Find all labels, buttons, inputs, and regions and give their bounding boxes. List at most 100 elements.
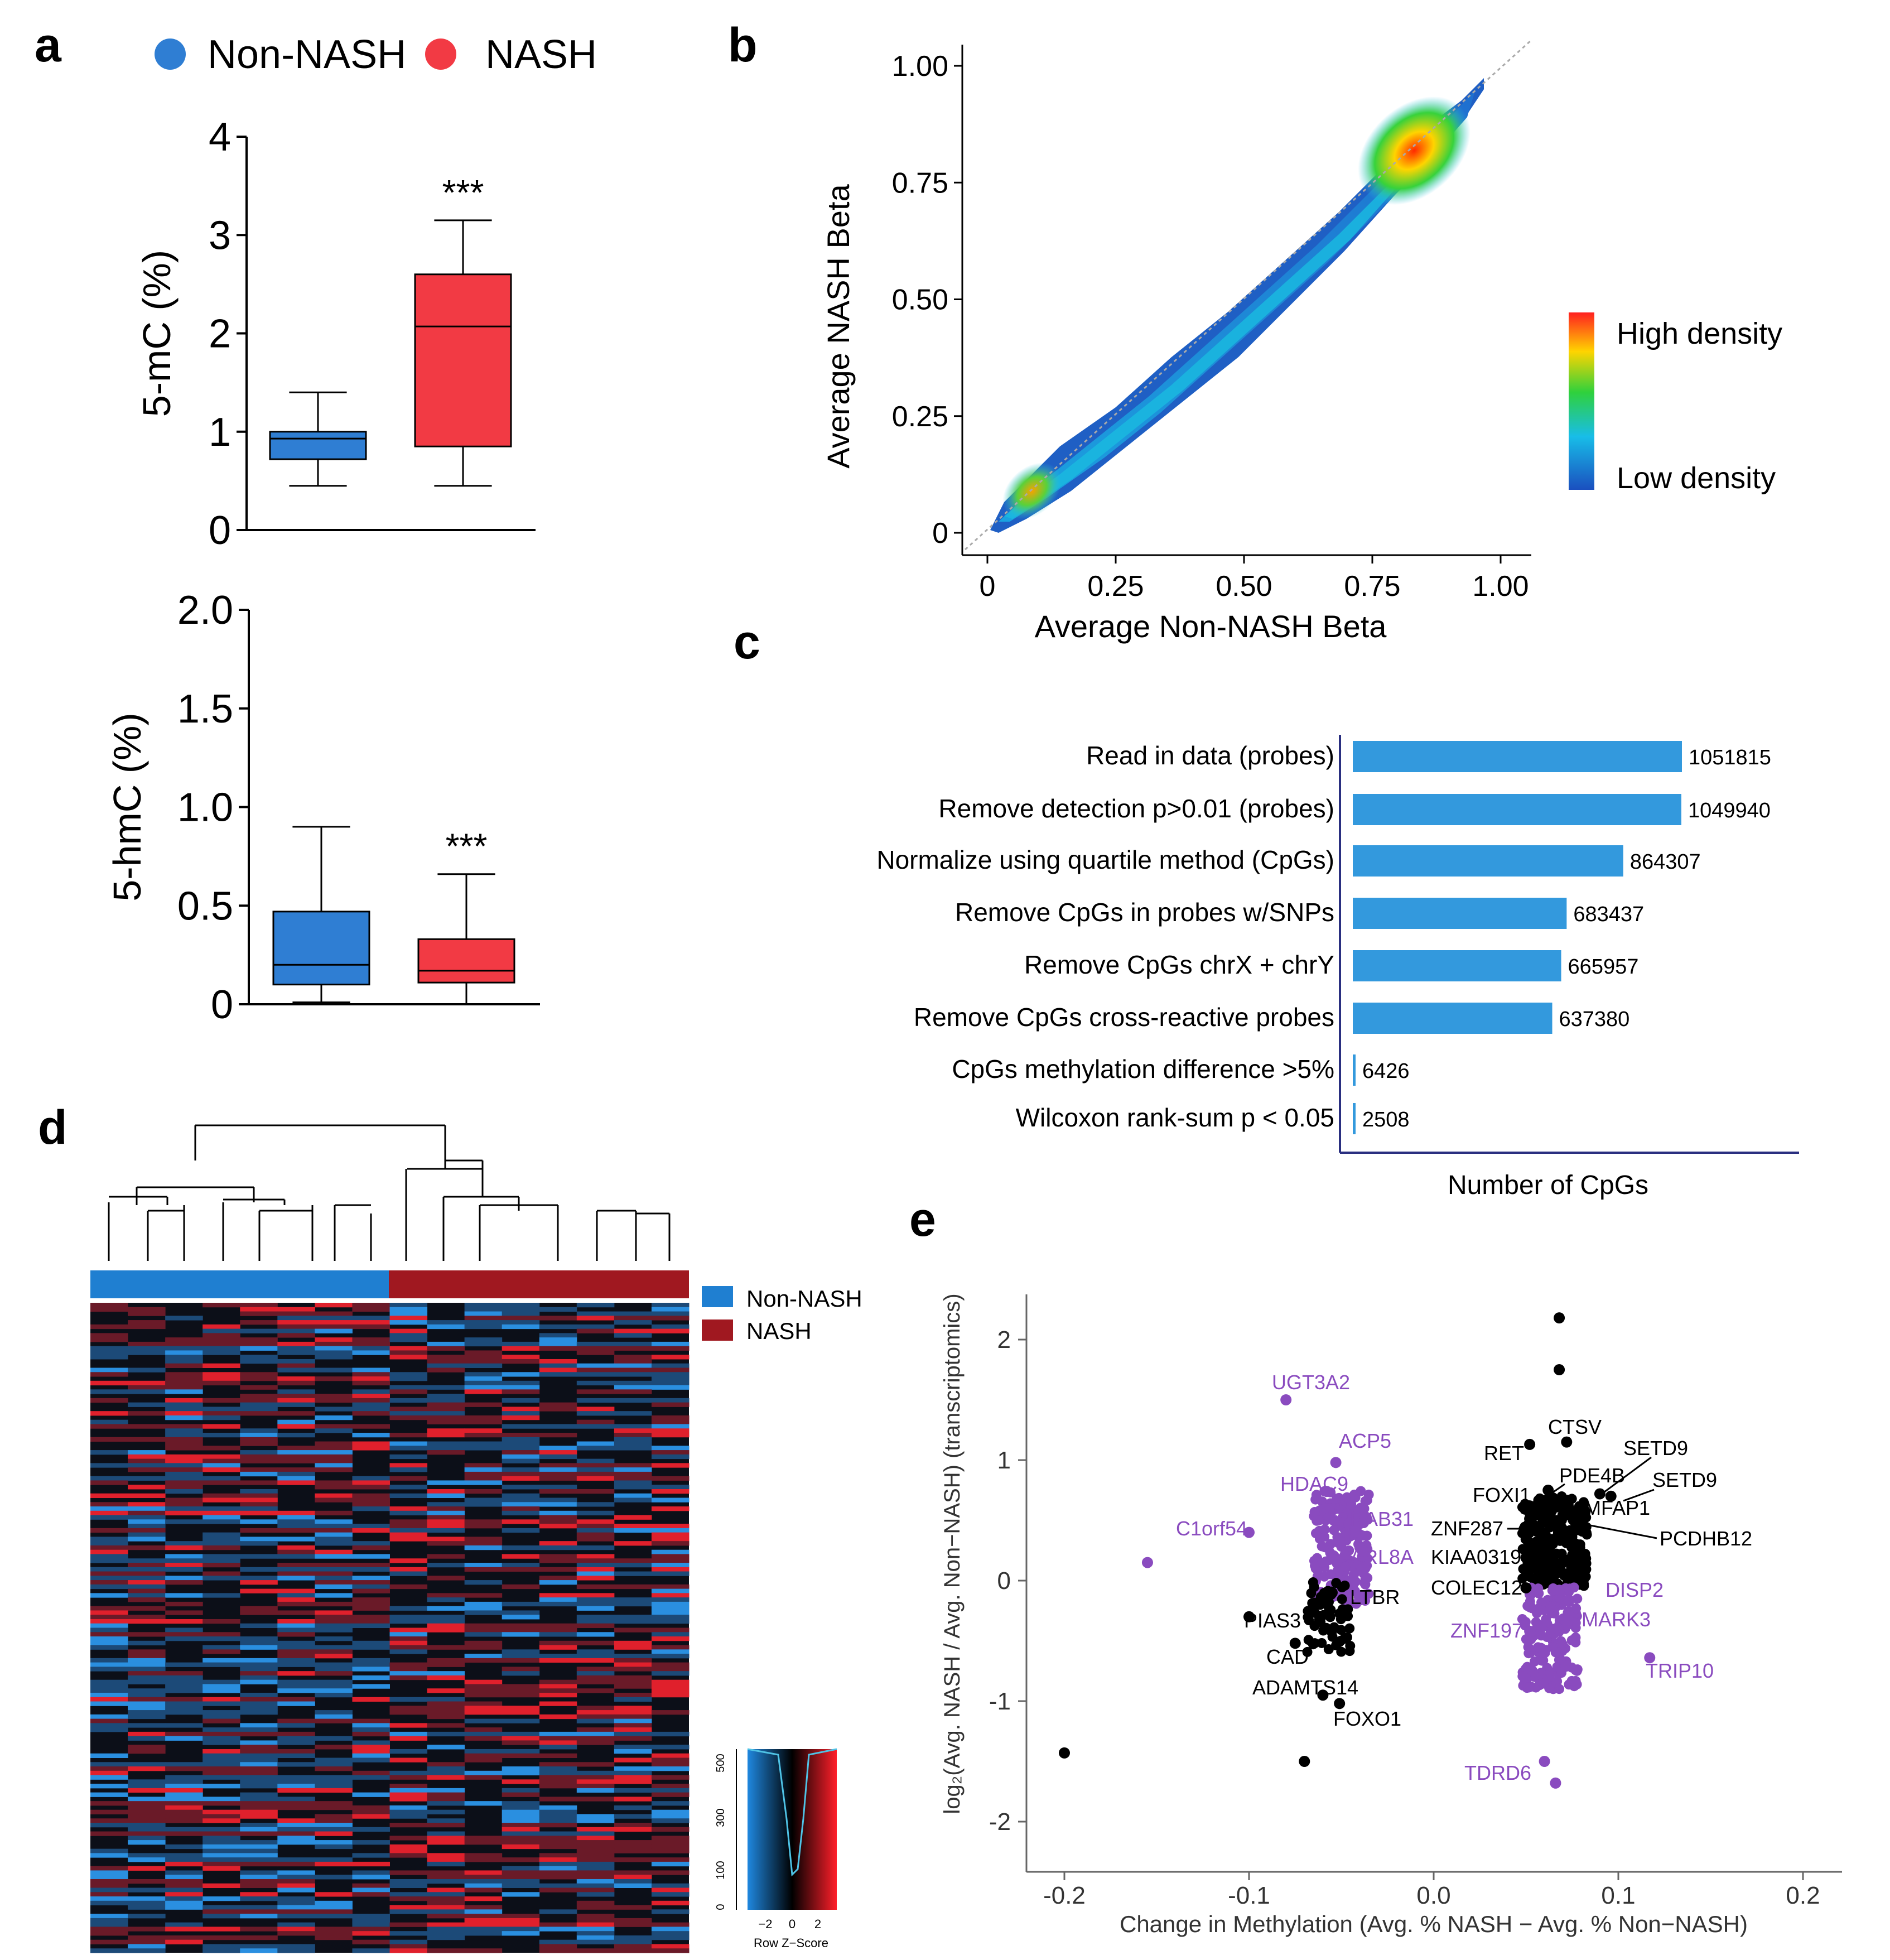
scatter-point-labeled (1326, 1587, 1338, 1598)
heatmap-cell (315, 1684, 353, 1689)
heatmap-cell (539, 1736, 577, 1741)
heatmap-cell (165, 1788, 203, 1793)
heatmap-cell (128, 1324, 166, 1330)
heatmap-cell (240, 1320, 278, 1325)
heatmap-cell (539, 1797, 577, 1802)
heatmap-cell (128, 1706, 166, 1711)
heatmap-cell (165, 1563, 203, 1568)
heatmap-cell (202, 1532, 240, 1537)
heatmap-cell (165, 1576, 203, 1581)
heatmap-cell (90, 1727, 128, 1732)
heatmap-cell (651, 1558, 690, 1563)
heatmap-cell (240, 1840, 278, 1845)
heatmap-cell (128, 1788, 166, 1793)
heatmap-cell (128, 1827, 166, 1832)
heatmap-cell (128, 1939, 166, 1944)
heatmap-cell (352, 1805, 390, 1810)
heatmap-cell (128, 1853, 166, 1858)
heatmap-cell (614, 1359, 652, 1364)
bar-value-label: 665957 (1568, 955, 1639, 979)
heatmap-cell (651, 1636, 690, 1641)
heatmap-cell (165, 1939, 203, 1944)
heatmap-cell (389, 1389, 428, 1394)
heatmap-cell (427, 1563, 465, 1568)
scatter-point-labeled (1334, 1698, 1346, 1709)
heatmap-cell (502, 1914, 540, 1919)
heatmap-cell (128, 1831, 166, 1836)
heatmap-cell (165, 1502, 203, 1507)
heatmap-cell (614, 1710, 652, 1715)
color-key-hist-tick: 0 (715, 1904, 727, 1910)
heatmap-cell (427, 1411, 465, 1416)
heatmap-cell (240, 1385, 278, 1390)
scatter-point-labeled (1243, 1611, 1255, 1622)
heatmap-cell (651, 1584, 690, 1590)
heatmap-cell (464, 1446, 503, 1451)
heatmap-cell (128, 1576, 166, 1581)
heatmap-cell (128, 1944, 166, 1949)
heatmap-cell (128, 1887, 166, 1892)
heatmap-cell (165, 1887, 203, 1892)
heatmap-cell (651, 1775, 690, 1780)
heatmap-cell (202, 1697, 240, 1702)
heatmap-cell (90, 1892, 128, 1897)
heat-legend-label-nash: NASH (746, 1318, 812, 1344)
heatmap-cell (165, 1706, 203, 1711)
heatmap-cell (315, 1428, 353, 1433)
heatmap-cell (240, 1433, 278, 1438)
heatmap-cell (128, 1515, 166, 1520)
heatmap-cell (389, 1805, 428, 1810)
heatmap-cell (277, 1944, 315, 1949)
heatmap-cell (352, 1922, 390, 1927)
heatmap-cell (464, 1303, 503, 1308)
y-tick-label: -2 (989, 1808, 1011, 1836)
heatmap-cell (202, 1784, 240, 1789)
scatter-point (1518, 1564, 1529, 1574)
heatmap-cell (576, 1775, 615, 1780)
box-nash (414, 273, 512, 447)
heatmap-cell (315, 1823, 353, 1828)
density-high-label: High density (1617, 317, 1782, 350)
heatmap-cell (389, 1883, 428, 1888)
heatmap-cell (90, 1623, 128, 1628)
heatmap-cell (90, 1658, 128, 1663)
heatmap-cell (90, 1640, 128, 1646)
heatmap-cell (277, 1775, 315, 1780)
heatmap-cell (464, 1380, 503, 1386)
y-tick-label: 2 (997, 1326, 1011, 1354)
heatmap-cell (614, 1905, 652, 1910)
scatter-point (1580, 1564, 1591, 1574)
point-label: MFAP1 (1584, 1496, 1650, 1519)
heatmap-cell (651, 1667, 690, 1672)
heatmap-cell (539, 1740, 577, 1745)
heatmap-cell (389, 1407, 428, 1412)
scatter-point (1539, 1678, 1549, 1689)
heatmap-cell (165, 1567, 203, 1572)
point-label: HDAC9 (1280, 1472, 1348, 1495)
panel-b: 000.250.250.500.500.750.751.001.00 Avera… (821, 39, 1782, 644)
heatmap-cell (90, 1784, 128, 1789)
heatmap-cell (277, 1597, 315, 1602)
scatter-point (1570, 1665, 1581, 1675)
heatmap-cell (614, 1433, 652, 1438)
heatmap-cell (502, 1415, 540, 1420)
heatmap-cell (202, 1558, 240, 1563)
heatmap-cell (502, 1801, 540, 1806)
heatmap-cell (128, 1762, 166, 1767)
heatmap-cell (539, 1714, 577, 1720)
heatmap-cell (277, 1593, 315, 1598)
scatter-point (1540, 1495, 1551, 1505)
heatmap-cell (165, 1545, 203, 1550)
heatmap-cell (202, 1749, 240, 1754)
heatmap-cell (240, 1675, 278, 1680)
heatmap-cell (539, 1693, 577, 1698)
heatmap-cell (277, 1402, 315, 1407)
heatmap-cell (240, 1493, 278, 1498)
heatmap-cell (614, 1467, 652, 1472)
heatmap-cell (389, 1892, 428, 1897)
heatmap-cell (464, 1879, 503, 1884)
point-label: C1orf54 (1176, 1517, 1247, 1540)
heatmap-cell (389, 1615, 428, 1620)
heatmap-cell (352, 1350, 390, 1355)
scatter-point (1335, 1635, 1346, 1646)
